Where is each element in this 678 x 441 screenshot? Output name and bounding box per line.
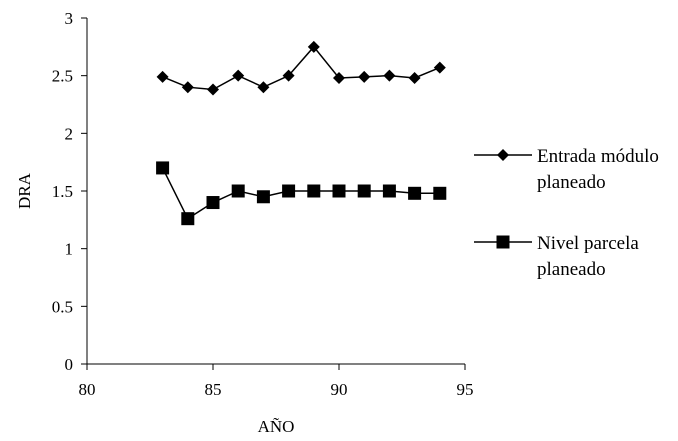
series-2 [156, 161, 447, 226]
y-tick-label: 2.5 [52, 67, 73, 86]
x-axis-title: AÑO [258, 417, 295, 436]
x-tick-label: 95 [457, 380, 474, 399]
data-point [232, 69, 245, 82]
legend-label: planeado [537, 259, 606, 280]
axes [81, 17, 466, 370]
legend-marker [496, 235, 510, 249]
data-point [383, 69, 396, 82]
data-point [382, 184, 396, 198]
y-tick-label: 1 [65, 240, 74, 259]
y-tick-label: 0.5 [52, 297, 73, 316]
x-tick-label: 90 [331, 380, 348, 399]
data-point [282, 184, 296, 198]
data-point [332, 184, 346, 198]
data-point [256, 190, 270, 204]
y-tick-label: 0 [65, 355, 74, 374]
y-axis-title: DRA [15, 172, 34, 209]
data-point [231, 184, 245, 198]
data-point [433, 61, 446, 74]
data-point [282, 69, 295, 82]
data-point [156, 161, 170, 175]
y-tick-label: 2 [65, 124, 74, 143]
data-point [433, 186, 447, 200]
series-1 [156, 40, 446, 96]
legend-item: Entrada módulo planeado [474, 146, 659, 193]
data-point [206, 196, 220, 210]
y-tick-label: 1.5 [52, 182, 73, 201]
data-point [257, 81, 270, 94]
series-line [161, 167, 440, 220]
legend-label: Nivel parcela [537, 233, 639, 254]
data-point [307, 40, 320, 53]
data-point [408, 186, 422, 200]
data-point [181, 81, 194, 94]
data-point [357, 184, 371, 198]
y-tick-label: 3 [65, 9, 74, 28]
y-tick-labels: 0 0.5 1 1.5 2 2.5 3 [52, 9, 73, 374]
data-point [333, 71, 345, 84]
data-point [358, 70, 371, 83]
x-tick-label: 85 [205, 380, 222, 399]
x-tick-label: 80 [79, 380, 96, 399]
data-point [307, 184, 321, 198]
data-point [207, 83, 219, 96]
legend-item: Nivel parcela planeado [474, 233, 639, 280]
data-point [156, 70, 169, 83]
x-tick-labels: 80 85 90 95 [79, 380, 474, 399]
legend-label: planeado [537, 172, 606, 193]
data-point [408, 71, 421, 84]
legend-marker [497, 149, 509, 161]
series-line [162, 45, 441, 91]
series-layer [156, 40, 447, 226]
data-point [181, 212, 195, 226]
legend-label: Entrada módulo [537, 146, 659, 167]
legend: Entrada módulo planeado Nivel parcela plane… [474, 146, 659, 280]
